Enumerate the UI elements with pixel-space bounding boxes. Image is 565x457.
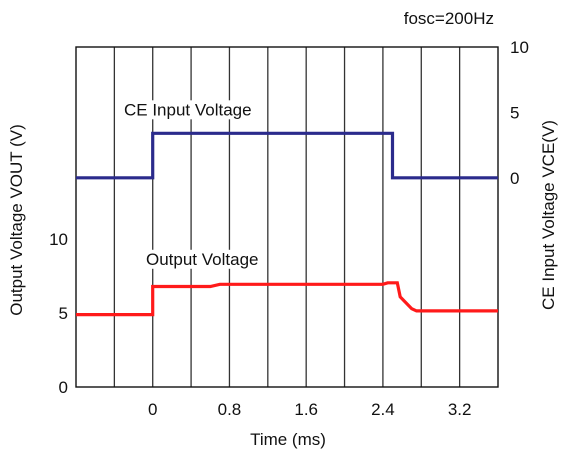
x-tick-label: 3.2 xyxy=(448,400,472,419)
right-y-tick-label: 0 xyxy=(510,169,519,188)
grid xyxy=(114,47,459,387)
x-tick-label: 2.4 xyxy=(371,400,395,419)
series-layer xyxy=(76,133,498,314)
ce-input-voltage-line xyxy=(76,133,498,178)
output-voltage-label: Output Voltage xyxy=(146,250,258,269)
text-layer: 0 0.8 1.6 2.4 3.2 0 5 10 0 5 10 CE Input Voltage Out… xyxy=(49,38,529,419)
x-tick-label: 0.8 xyxy=(218,400,242,419)
plot-frame xyxy=(76,47,498,387)
left-axis-title: Output Voltage VOUT (V) xyxy=(7,124,26,316)
left-y-tick-label: 10 xyxy=(49,230,68,249)
x-tick-label: 0 xyxy=(148,400,157,419)
left-y-tick-label: 0 xyxy=(59,378,68,397)
right-axis-title: CE Input Voltage VCE(V) xyxy=(539,120,558,310)
x-axis-title: Time (ms) xyxy=(250,430,326,449)
output-voltage-line xyxy=(76,283,498,315)
x-tick-label: 1.6 xyxy=(294,400,318,419)
ce-input-voltage-label: CE Input Voltage xyxy=(124,100,252,119)
left-y-tick-label: 5 xyxy=(59,304,68,323)
right-y-tick-label: 10 xyxy=(510,38,529,57)
annotation-fosc: fosc=200Hz xyxy=(404,9,494,28)
right-y-tick-label: 5 xyxy=(510,103,519,122)
